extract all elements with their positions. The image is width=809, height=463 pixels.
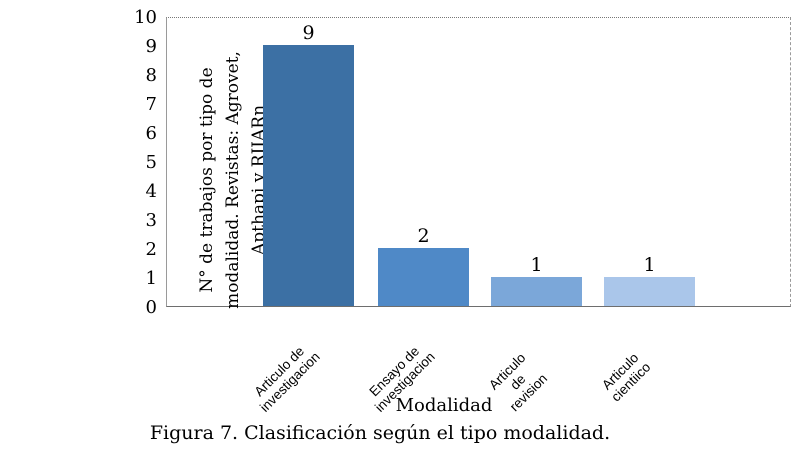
y-tick-label: 0 bbox=[145, 297, 157, 318]
plot-area: N° de trabajos por tipo de modalidad. Re… bbox=[134, 7, 791, 415]
bar bbox=[491, 277, 582, 306]
bar-value-label: 1 bbox=[530, 254, 543, 276]
bar-value-label: 2 bbox=[417, 225, 430, 247]
y-tick-label: 6 bbox=[145, 123, 157, 144]
y-tick-label: 3 bbox=[145, 210, 157, 231]
y-tick-label: 7 bbox=[145, 94, 157, 115]
bar-value-label: 1 bbox=[643, 254, 656, 276]
y-tick-label: 5 bbox=[145, 152, 157, 173]
bar bbox=[263, 45, 354, 306]
bar-value-label: 9 bbox=[302, 22, 315, 44]
figure-caption: Figura 7. Clasificación según el tipo mo… bbox=[149, 422, 611, 444]
bar bbox=[378, 248, 469, 306]
y-tick-label: 10 bbox=[134, 7, 157, 28]
y-tick-label: 2 bbox=[145, 239, 157, 260]
y-tick-label: 4 bbox=[145, 181, 157, 202]
bar bbox=[604, 277, 695, 306]
y-tick-label: 8 bbox=[145, 65, 157, 86]
y-tick-label: 1 bbox=[145, 268, 157, 289]
x-axis-title: Modalidad bbox=[395, 395, 493, 416]
y-tick-label: 9 bbox=[145, 36, 157, 57]
y-axis-label: N° de trabajos por tipo de modalidad. Re… bbox=[197, 51, 269, 309]
